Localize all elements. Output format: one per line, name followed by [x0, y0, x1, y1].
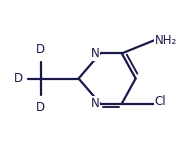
Text: NH₂: NH₂: [155, 34, 177, 47]
Text: N: N: [91, 97, 99, 110]
Text: D: D: [36, 43, 45, 56]
Text: Cl: Cl: [155, 95, 166, 108]
Text: N: N: [91, 47, 99, 60]
Text: D: D: [14, 72, 23, 85]
Text: D: D: [36, 101, 45, 114]
